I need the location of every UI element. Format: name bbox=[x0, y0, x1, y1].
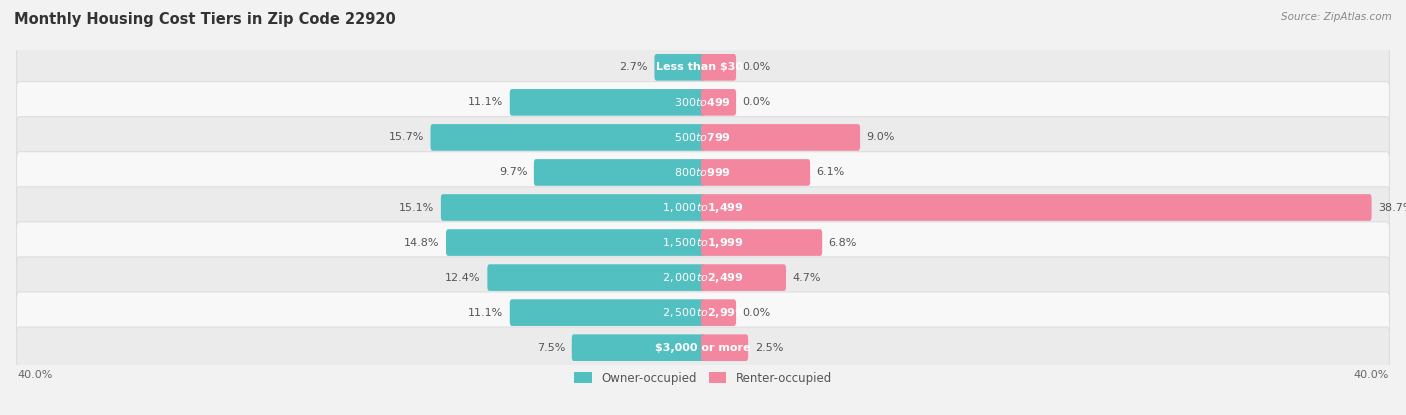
Text: Less than $300: Less than $300 bbox=[655, 62, 751, 72]
FancyBboxPatch shape bbox=[17, 82, 1389, 123]
Text: $2,500 to $2,999: $2,500 to $2,999 bbox=[662, 305, 744, 320]
FancyBboxPatch shape bbox=[488, 264, 704, 291]
Text: $2,000 to $2,499: $2,000 to $2,499 bbox=[662, 271, 744, 285]
Text: 9.0%: 9.0% bbox=[866, 132, 896, 142]
Text: 0.0%: 0.0% bbox=[742, 62, 770, 72]
Text: 38.7%: 38.7% bbox=[1378, 203, 1406, 212]
FancyBboxPatch shape bbox=[17, 327, 1389, 369]
FancyBboxPatch shape bbox=[17, 257, 1389, 298]
FancyBboxPatch shape bbox=[17, 117, 1389, 158]
FancyBboxPatch shape bbox=[441, 194, 704, 221]
Text: 40.0%: 40.0% bbox=[17, 371, 53, 381]
Text: 9.7%: 9.7% bbox=[499, 168, 527, 178]
FancyBboxPatch shape bbox=[702, 299, 737, 326]
FancyBboxPatch shape bbox=[17, 222, 1389, 263]
Text: 2.5%: 2.5% bbox=[755, 343, 783, 353]
Text: $3,000 or more: $3,000 or more bbox=[655, 343, 751, 353]
FancyBboxPatch shape bbox=[534, 159, 704, 186]
Text: 11.1%: 11.1% bbox=[468, 308, 503, 317]
FancyBboxPatch shape bbox=[510, 89, 704, 116]
Text: Source: ZipAtlas.com: Source: ZipAtlas.com bbox=[1281, 12, 1392, 22]
FancyBboxPatch shape bbox=[430, 124, 704, 151]
Text: 4.7%: 4.7% bbox=[793, 273, 821, 283]
Text: 15.1%: 15.1% bbox=[399, 203, 434, 212]
Text: $1,500 to $1,999: $1,500 to $1,999 bbox=[662, 236, 744, 249]
Text: 6.1%: 6.1% bbox=[817, 168, 845, 178]
FancyBboxPatch shape bbox=[702, 264, 786, 291]
FancyBboxPatch shape bbox=[572, 334, 704, 361]
FancyBboxPatch shape bbox=[702, 334, 748, 361]
Text: 12.4%: 12.4% bbox=[446, 273, 481, 283]
Text: 0.0%: 0.0% bbox=[742, 308, 770, 317]
FancyBboxPatch shape bbox=[17, 187, 1389, 228]
Text: Monthly Housing Cost Tiers in Zip Code 22920: Monthly Housing Cost Tiers in Zip Code 2… bbox=[14, 12, 396, 27]
FancyBboxPatch shape bbox=[17, 152, 1389, 193]
FancyBboxPatch shape bbox=[702, 124, 860, 151]
FancyBboxPatch shape bbox=[702, 54, 737, 81]
FancyBboxPatch shape bbox=[702, 194, 1372, 221]
FancyBboxPatch shape bbox=[17, 292, 1389, 333]
Text: 14.8%: 14.8% bbox=[404, 237, 440, 247]
FancyBboxPatch shape bbox=[510, 299, 704, 326]
Text: $300 to $499: $300 to $499 bbox=[675, 96, 731, 108]
Text: 0.0%: 0.0% bbox=[742, 98, 770, 107]
FancyBboxPatch shape bbox=[17, 46, 1389, 88]
FancyBboxPatch shape bbox=[702, 159, 810, 186]
Text: 11.1%: 11.1% bbox=[468, 98, 503, 107]
Text: 7.5%: 7.5% bbox=[537, 343, 565, 353]
Text: $1,000 to $1,499: $1,000 to $1,499 bbox=[662, 200, 744, 215]
FancyBboxPatch shape bbox=[702, 89, 737, 116]
Text: 2.7%: 2.7% bbox=[620, 62, 648, 72]
Text: $500 to $799: $500 to $799 bbox=[675, 132, 731, 144]
FancyBboxPatch shape bbox=[446, 229, 704, 256]
FancyBboxPatch shape bbox=[702, 229, 823, 256]
Text: $800 to $999: $800 to $999 bbox=[675, 166, 731, 178]
Text: 6.8%: 6.8% bbox=[828, 237, 858, 247]
Text: 15.7%: 15.7% bbox=[388, 132, 425, 142]
Legend: Owner-occupied, Renter-occupied: Owner-occupied, Renter-occupied bbox=[574, 371, 832, 385]
Text: 40.0%: 40.0% bbox=[1353, 371, 1389, 381]
FancyBboxPatch shape bbox=[654, 54, 704, 81]
